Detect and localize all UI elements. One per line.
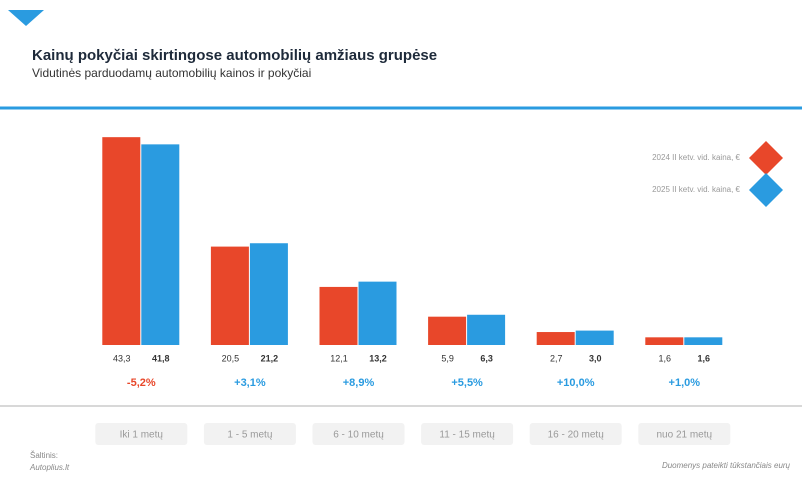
legend-label: 2025 II ketv. vid. kaina, € bbox=[652, 185, 740, 194]
bar bbox=[536, 332, 575, 345]
value-label: 12,1 bbox=[330, 353, 348, 363]
x-tick-label: 11 - 15 metų bbox=[439, 430, 495, 441]
change-label: -5,2% bbox=[127, 377, 156, 389]
x-tick-label: Iki 1 metų bbox=[120, 430, 164, 441]
category-pill bbox=[312, 423, 405, 445]
note: Duomenys pateikti tūkstančiais eurų bbox=[662, 461, 791, 470]
x-tick-label: 1 - 5 metų bbox=[227, 430, 272, 441]
change-label: +1,0% bbox=[669, 377, 701, 389]
value-label: 3,0 bbox=[589, 353, 602, 363]
x-tick-label: nuo 21 metų bbox=[656, 430, 712, 441]
value-label: 13,2 bbox=[369, 353, 387, 363]
chart-title: Kainų pokyčiai skirtingose automobilių a… bbox=[32, 47, 437, 64]
bar bbox=[645, 337, 684, 345]
x-tick-label: 6 - 10 metų bbox=[333, 430, 384, 441]
change-label: +8,9% bbox=[343, 377, 375, 389]
source: Autoplius.lt bbox=[29, 463, 70, 472]
change-label: +3,1% bbox=[234, 377, 266, 389]
bar bbox=[210, 246, 249, 345]
change-label: +5,5% bbox=[451, 377, 483, 389]
category-pill bbox=[203, 423, 296, 445]
category-pill bbox=[529, 423, 622, 445]
value-label: 41,8 bbox=[152, 353, 170, 363]
legend-swatch bbox=[749, 173, 783, 207]
category-pill bbox=[95, 423, 188, 445]
bar bbox=[102, 137, 141, 345]
value-label: 1,6 bbox=[659, 353, 672, 363]
corner-decoration bbox=[8, 10, 44, 26]
value-label: 1,6 bbox=[698, 353, 711, 363]
bar bbox=[249, 243, 288, 345]
legend-label: 2024 II ketv. vid. kaina, € bbox=[652, 153, 740, 162]
bar bbox=[575, 330, 614, 345]
bar bbox=[428, 316, 467, 345]
x-tick-label: 16 - 20 metų bbox=[548, 430, 605, 441]
bar bbox=[358, 281, 397, 345]
value-label: 6,3 bbox=[480, 353, 493, 363]
value-label: 20,5 bbox=[222, 353, 240, 363]
value-label: 5,9 bbox=[441, 353, 454, 363]
value-label: 21,2 bbox=[261, 353, 279, 363]
value-label: 43,3 bbox=[113, 353, 131, 363]
category-pill bbox=[421, 423, 514, 445]
legend-swatch bbox=[749, 141, 783, 175]
chart-subtitle: Vidutinės parduodamų automobilių kainos … bbox=[32, 66, 311, 80]
change-label: +10,0% bbox=[557, 377, 595, 389]
bar bbox=[467, 314, 506, 345]
category-pill bbox=[638, 423, 731, 445]
bar bbox=[319, 286, 358, 345]
value-label: 2,7 bbox=[550, 353, 563, 363]
source-label: Šaltinis: bbox=[30, 451, 58, 460]
bar bbox=[684, 337, 723, 345]
bar bbox=[141, 144, 180, 345]
